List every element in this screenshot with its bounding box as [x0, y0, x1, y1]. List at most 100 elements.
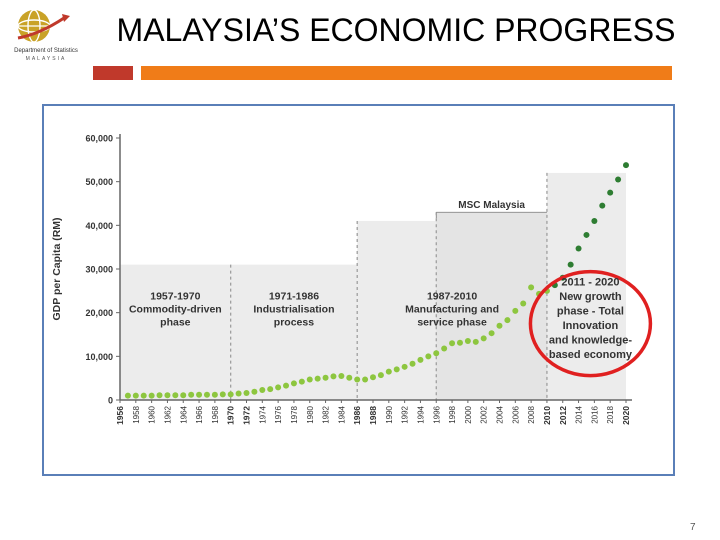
x-tick-label: 2014 — [575, 405, 584, 423]
x-tick-label: 1958 — [132, 405, 141, 423]
x-tick-label: 1980 — [306, 405, 315, 423]
x-tick-label: 1960 — [148, 405, 157, 423]
data-point — [188, 391, 195, 398]
data-point — [148, 392, 155, 399]
data-point — [520, 300, 527, 307]
projected-point — [583, 231, 590, 238]
data-point — [235, 390, 242, 397]
phase-label-0-line-1: 1957-1970 — [150, 291, 200, 303]
projected-point — [607, 189, 614, 196]
data-point — [488, 330, 495, 337]
highlight-text-line-3: phase - Total — [557, 306, 624, 318]
x-tick-label: 2002 — [480, 405, 489, 423]
data-point — [211, 391, 218, 398]
data-point — [464, 338, 471, 345]
data-point — [290, 380, 297, 387]
msc-region — [436, 212, 547, 400]
data-point — [314, 375, 321, 382]
x-tick-label: 1998 — [448, 405, 457, 423]
data-point — [401, 363, 408, 370]
msc-label: MSC Malaysia — [458, 200, 525, 211]
x-tick-label: 2004 — [496, 405, 505, 423]
data-point — [528, 284, 535, 291]
y-tick-label: 10,000 — [85, 352, 113, 362]
projected-point — [567, 261, 574, 268]
data-point — [346, 374, 353, 381]
data-point — [275, 384, 282, 391]
x-tick-label: 2020 — [621, 406, 631, 425]
data-point — [164, 392, 171, 399]
data-point — [330, 373, 337, 380]
phase-label-1-line-3: process — [274, 317, 314, 329]
data-point — [259, 386, 266, 393]
highlight-text-line-1: 2011 - 2020 — [561, 277, 619, 289]
phase-region-1 — [230, 264, 358, 400]
x-tick-label: 1994 — [416, 405, 425, 423]
projected-point — [575, 245, 582, 252]
data-point — [219, 391, 226, 398]
y-tick-label: 30,000 — [85, 265, 113, 275]
data-point — [385, 368, 392, 375]
phase-label-1-line-2: Industrialisation — [253, 304, 334, 316]
projected-point — [623, 162, 629, 169]
data-point — [433, 350, 440, 357]
data-point — [243, 390, 250, 397]
projected-point — [591, 217, 598, 224]
data-point — [156, 392, 163, 399]
y-tick-label: 0 — [108, 396, 113, 406]
x-tick-label: 2000 — [464, 405, 473, 423]
accent-bar-dark — [93, 66, 133, 80]
x-tick-label: 2018 — [606, 405, 615, 423]
highlight-text-line-5: and knowledge- — [549, 335, 632, 347]
data-point — [196, 391, 203, 398]
x-tick-label: 1990 — [385, 405, 394, 423]
x-tick-label: 1972 — [242, 406, 252, 425]
logo-text-malaysia: MALAYSIA — [25, 56, 67, 62]
x-tick-label: 1988 — [368, 406, 378, 425]
y-axis-label: GDP per Capita (RM) — [51, 217, 63, 320]
phase-label-1-line-1: 1971-1986 — [269, 291, 319, 303]
data-point — [377, 372, 384, 379]
data-point — [472, 338, 479, 345]
data-point — [409, 360, 416, 367]
x-tick-label: 1968 — [211, 405, 220, 423]
x-tick-label: 1956 — [115, 406, 125, 425]
x-tick-label: 1976 — [274, 405, 283, 423]
projected-point — [615, 176, 622, 183]
data-point — [417, 356, 424, 363]
highlight-text-line-6: based economy — [549, 349, 633, 361]
dosm-logo: Department of Statistics MALAYSIA — [6, 4, 86, 66]
data-point — [456, 339, 463, 346]
data-point — [496, 322, 503, 329]
globe-logo-icon — [17, 9, 70, 43]
data-point — [298, 378, 305, 385]
data-point — [267, 386, 274, 393]
x-tick-label: 1970 — [226, 406, 236, 425]
y-tick-label: 60,000 — [85, 134, 113, 144]
data-point — [354, 376, 361, 383]
x-tick-label: 1992 — [401, 405, 410, 423]
x-tick-label: 2008 — [527, 405, 536, 423]
accent-bar-orange — [141, 66, 672, 80]
x-tick-label: 2006 — [511, 405, 520, 423]
data-point — [180, 392, 187, 399]
highlight-circle — [528, 269, 653, 378]
data-point — [306, 376, 313, 383]
phase-label-0-line-2: Commodity-driven — [129, 304, 222, 316]
highlight-text-line-2: New growth — [559, 291, 622, 303]
data-point — [370, 374, 376, 381]
data-point — [449, 340, 456, 347]
data-point — [480, 335, 487, 342]
x-tick-label: 2016 — [590, 405, 599, 423]
data-point — [393, 366, 400, 373]
phase-region-0 — [120, 264, 231, 400]
data-point — [441, 345, 448, 352]
x-tick-label: 1996 — [432, 405, 441, 423]
x-tick-label: 1964 — [179, 405, 188, 423]
x-tick-label: 1982 — [322, 405, 331, 423]
x-tick-label: 1984 — [337, 405, 346, 423]
phase-label-2-line-2: Manufacturing and — [405, 304, 499, 316]
data-point — [512, 307, 519, 314]
data-point — [425, 353, 432, 360]
